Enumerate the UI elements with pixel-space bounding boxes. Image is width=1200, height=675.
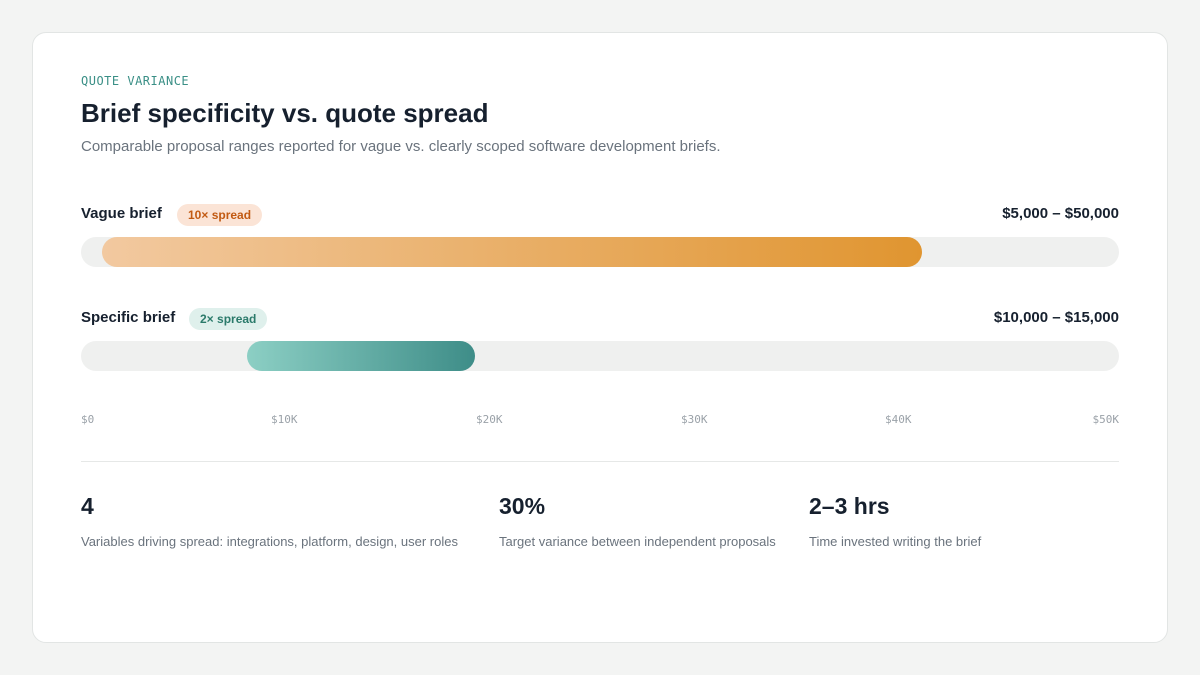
stat-description: Time invested writing the brief bbox=[809, 534, 982, 549]
stat-value: 30% bbox=[499, 493, 546, 519]
chart-title: Brief specificity vs. quote spread bbox=[81, 98, 489, 128]
x-tick-label: $20K bbox=[476, 413, 503, 426]
stat-description: Variables driving spread: integrations, … bbox=[81, 534, 458, 549]
x-tick-label: $30K bbox=[681, 413, 708, 426]
spread-badge: 2× spread bbox=[189, 308, 268, 330]
range-bar-specific bbox=[247, 341, 476, 371]
chart-subtitle: Comparable proposal ranges reported for … bbox=[81, 138, 721, 155]
spread-badge: 10× spread bbox=[177, 204, 263, 226]
series-label: Specific brief bbox=[81, 309, 176, 326]
divider bbox=[81, 461, 1119, 462]
x-tick-label: $50K bbox=[1092, 413, 1120, 426]
stat-variables: 4 Variables driving spread: integrations… bbox=[81, 491, 458, 549]
stat-value: 2–3 hrs bbox=[809, 493, 890, 519]
range-row-vague: Vague brief 10× spread $5,000 – $50,000 bbox=[81, 203, 1119, 267]
range-bar-vague bbox=[101, 237, 922, 267]
range-track bbox=[81, 237, 1119, 267]
stat-value: 4 bbox=[81, 493, 94, 519]
stat-time-invested: 2–3 hrs Time invested writing the brief bbox=[809, 491, 981, 549]
series-label: Vague brief bbox=[81, 205, 162, 222]
x-tick-label: $40K bbox=[885, 413, 912, 426]
x-axis: $0 $10K $20K $30K $40K $50K bbox=[81, 413, 1119, 429]
range-label: $5,000 – $50,000 bbox=[1002, 205, 1119, 222]
stat-description: Target variance between independent prop… bbox=[499, 534, 776, 549]
stat-target-variance: 30% Target variance between independent … bbox=[499, 491, 776, 549]
x-tick-label: $0 bbox=[81, 413, 95, 426]
eyebrow-label: QUOTE VARIANCE bbox=[81, 74, 190, 88]
range-row-specific: Specific brief 2× spread $10,000 – $15,0… bbox=[81, 307, 1119, 371]
x-tick-label: $10K bbox=[271, 413, 298, 426]
chart-card: QUOTE VARIANCE Brief specificity vs. quo… bbox=[32, 32, 1168, 643]
range-label: $10,000 – $15,000 bbox=[993, 309, 1119, 326]
range-track bbox=[81, 341, 1119, 371]
